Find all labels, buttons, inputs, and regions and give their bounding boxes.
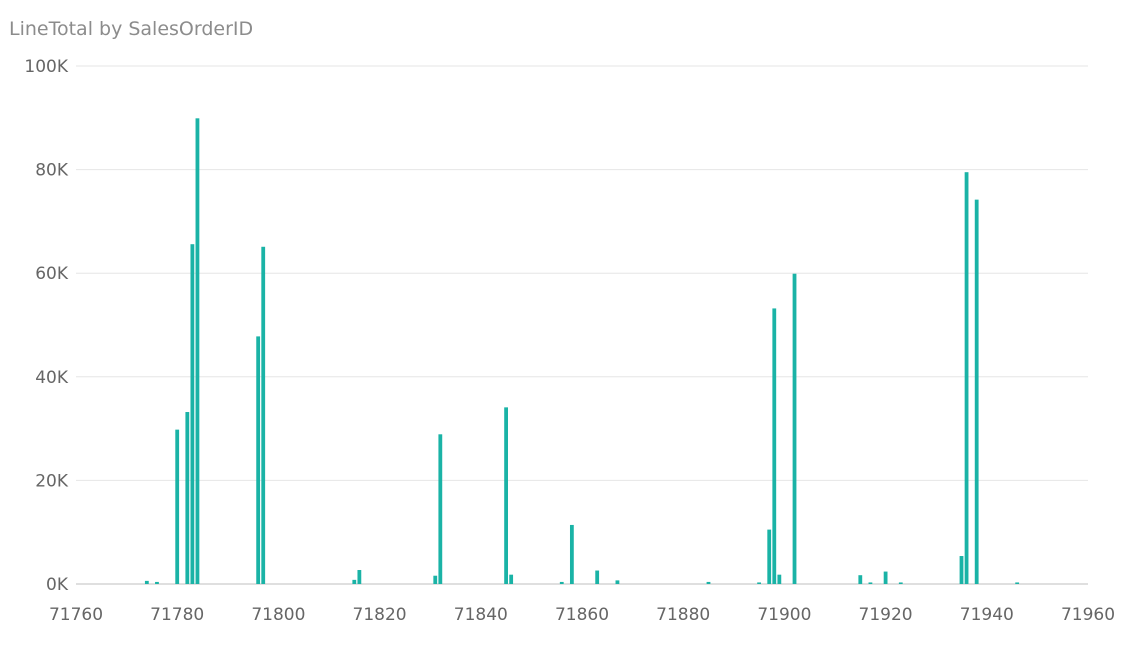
x-tick-label: 71920	[859, 605, 913, 625]
bar[interactable]	[959, 556, 964, 584]
bar[interactable]	[433, 575, 438, 584]
bar[interactable]	[185, 412, 190, 584]
bar[interactable]	[190, 244, 195, 584]
x-tick-label: 71800	[251, 605, 305, 625]
bar[interactable]	[974, 199, 979, 585]
bar[interactable]	[256, 336, 261, 584]
bar[interactable]	[883, 571, 888, 584]
bar[interactable]	[772, 308, 777, 584]
bar[interactable]	[964, 172, 969, 584]
bar[interactable]	[175, 429, 180, 584]
chart-title: LineTotal by SalesOrderID	[9, 18, 254, 40]
bar[interactable]	[1015, 582, 1020, 584]
bar[interactable]	[509, 574, 514, 584]
gridlines	[76, 65, 1088, 585]
bar[interactable]	[155, 581, 159, 584]
y-tick-label: 80K	[35, 161, 69, 181]
x-tick-label: 71860	[555, 605, 609, 625]
bar[interactable]	[898, 582, 903, 584]
bar[interactable]	[504, 407, 508, 584]
bar[interactable]	[438, 434, 443, 584]
x-tick-label: 71840	[454, 605, 508, 625]
bars	[144, 118, 1020, 585]
y-tick-label: 100K	[24, 57, 68, 77]
bar[interactable]	[195, 118, 200, 585]
y-tick-label: 0K	[46, 575, 69, 595]
x-tick-label: 71900	[757, 605, 811, 625]
bar[interactable]	[706, 581, 711, 584]
bar[interactable]	[792, 273, 797, 584]
bar[interactable]	[777, 574, 782, 584]
x-tick-label: 71820	[353, 605, 407, 625]
bar[interactable]	[615, 580, 620, 584]
bar[interactable]	[595, 570, 600, 584]
x-tick-label: 71940	[960, 605, 1014, 625]
x-tick-label: 71880	[656, 605, 710, 625]
bar[interactable]	[357, 570, 362, 584]
bar[interactable]	[144, 580, 149, 584]
bar[interactable]	[757, 582, 761, 584]
bar[interactable]	[559, 581, 564, 584]
x-tick-label: 71960	[1061, 605, 1115, 625]
bar[interactable]	[858, 575, 863, 584]
bar[interactable]	[261, 246, 266, 585]
bar[interactable]	[352, 579, 357, 584]
x-tick-label: 71780	[150, 605, 204, 625]
bar[interactable]	[868, 582, 873, 584]
x-tick-label: 71760	[49, 605, 103, 625]
y-tick-label: 40K	[35, 368, 69, 388]
x-axis-ticks: 71760 71780 71800 71820 71840 71860 71880 71900…	[49, 605, 1115, 625]
y-axis-ticks: 0K 20K 40K 60K 80K 100K	[24, 57, 68, 595]
y-tick-label: 20K	[35, 471, 69, 491]
bar[interactable]	[569, 524, 574, 584]
y-tick-label: 60K	[35, 264, 69, 284]
bar[interactable]	[767, 529, 772, 584]
